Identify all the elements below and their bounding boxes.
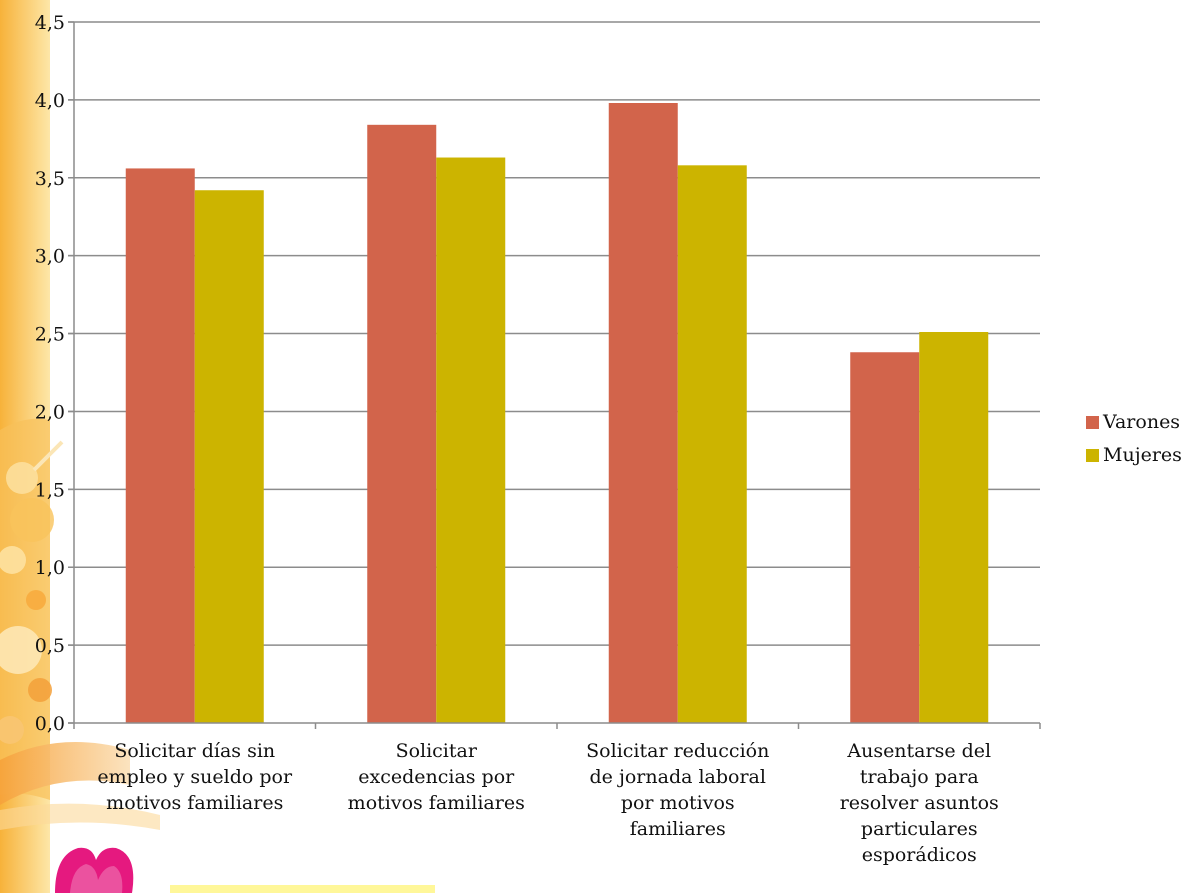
category-label-line: Ausentarse del xyxy=(846,740,991,762)
bar-mujeres-2 xyxy=(436,157,506,723)
y-axis-tick-labels: 0,0 0,5 1,0 1,5 2,0 2,5 3,0 3,5 4,0 4,5 xyxy=(35,12,65,735)
category-label-line: Solicitar días sin xyxy=(114,740,275,762)
legend-label-mujeres: Mujeres xyxy=(1103,444,1182,466)
bar-mujeres-4 xyxy=(919,331,989,723)
category-label-1: Solicitar días sin empleo y sueldo por mot… xyxy=(97,740,293,814)
y-tick-label: 2,0 xyxy=(35,401,65,423)
category-label-line: trabajo para xyxy=(860,766,979,788)
legend: Varones Mujeres xyxy=(1086,411,1182,466)
category-label-line: Solicitar reducción xyxy=(586,740,769,762)
category-label-line: familiares xyxy=(630,818,726,840)
bar-varones-3 xyxy=(608,103,678,723)
y-tick-label: 3,0 xyxy=(35,246,65,268)
bar-mujeres-3 xyxy=(677,165,747,723)
category-label-line: de jornada laboral xyxy=(590,766,766,788)
y-tick-label: 3,5 xyxy=(35,168,65,190)
category-label-4: Ausentarse del trabajo para resolver asunt… xyxy=(840,740,999,866)
category-label-line: particulares xyxy=(861,818,978,840)
bars xyxy=(125,103,989,724)
category-label-line: resolver asuntos xyxy=(840,792,999,814)
category-label-2: Solicitar excedencias por motivos familiar… xyxy=(348,740,525,814)
category-label-line: empleo y sueldo por xyxy=(97,766,293,788)
y-tick-label: 0,0 xyxy=(35,713,65,735)
y-tick-label: 2,5 xyxy=(35,324,65,346)
bar-varones-1 xyxy=(125,168,195,724)
y-tick-label: 0,5 xyxy=(35,635,65,657)
legend-swatch-mujeres xyxy=(1086,449,1099,462)
category-label-line: motivos familiares xyxy=(106,792,283,814)
y-tick-label: 1,0 xyxy=(35,557,65,579)
category-label-line: excedencias por xyxy=(358,766,515,788)
bar-varones-4 xyxy=(850,352,920,723)
bar-varones-2 xyxy=(367,124,437,723)
x-axis-category-labels: Solicitar días sin empleo y sueldo por mot… xyxy=(97,740,998,866)
bar-mujeres-1 xyxy=(194,190,264,724)
legend-label-varones: Varones xyxy=(1102,411,1180,433)
category-label-3: Solicitar reducción de jornada laboral por… xyxy=(586,740,769,840)
legend-swatch-varones xyxy=(1086,416,1099,429)
y-tick-label: 1,5 xyxy=(35,479,65,501)
category-label-line: motivos familiares xyxy=(348,792,525,814)
y-tick-label: 4,5 xyxy=(35,12,65,34)
axes xyxy=(68,21,1041,729)
category-label-line: por motivos xyxy=(621,792,735,814)
category-label-line: Solicitar xyxy=(396,740,478,762)
y-tick-label: 4,0 xyxy=(35,90,65,112)
category-label-line: esporádicos xyxy=(862,844,977,866)
